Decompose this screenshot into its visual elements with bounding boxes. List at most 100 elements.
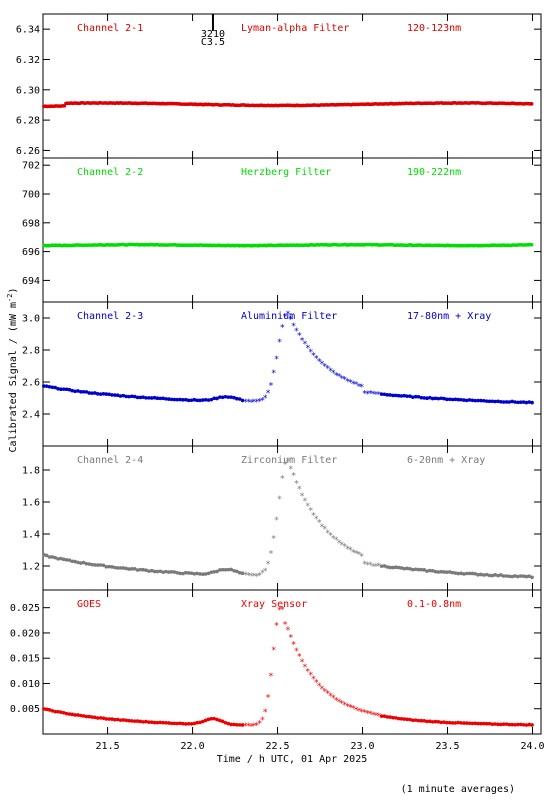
data-point (462, 721, 466, 725)
y-tick-label: 6.26 (16, 146, 40, 157)
data-point (513, 723, 517, 727)
data-point (44, 707, 49, 712)
data-point: * (319, 523, 324, 533)
data-point (183, 570, 188, 575)
data-point (493, 573, 497, 577)
data-point (473, 571, 478, 576)
data-point (416, 567, 421, 572)
y-tick-label: 6.28 (16, 116, 40, 127)
data-point: * (356, 382, 361, 392)
data-point (169, 569, 174, 574)
data-point (464, 571, 469, 576)
data-point: * (373, 563, 378, 573)
data-point (42, 384, 46, 388)
data-point (110, 717, 114, 721)
data-point (93, 715, 97, 720)
data-point (113, 393, 117, 397)
data-point: * (305, 344, 310, 354)
data-point (493, 722, 497, 726)
data-point (521, 574, 526, 578)
data-point (59, 387, 63, 391)
data-point (149, 396, 154, 400)
data-point: * (260, 396, 265, 406)
data-point (130, 394, 134, 399)
data-point (90, 562, 94, 567)
data-point (47, 555, 52, 559)
data-point: * (370, 711, 375, 721)
data-point (428, 395, 432, 400)
panel-channel-label: GOES (77, 599, 101, 610)
data-point (411, 395, 415, 399)
data-point: * (285, 457, 290, 467)
data-point (101, 563, 106, 568)
data-point: * (314, 515, 319, 525)
data-point (399, 394, 404, 398)
data-point (178, 397, 182, 402)
data-point: * (368, 390, 373, 400)
data-point (516, 400, 520, 405)
data-point (510, 574, 514, 579)
data-point (166, 721, 171, 725)
data-point: * (351, 549, 356, 559)
data-point (507, 722, 512, 727)
data-point (419, 567, 424, 572)
data-point (450, 721, 455, 725)
data-point (169, 721, 174, 726)
data-point (513, 574, 517, 578)
data-point: * (280, 606, 285, 616)
data-point (42, 552, 46, 557)
data-point: * (311, 352, 316, 362)
data-point (124, 566, 128, 571)
data-point: * (333, 696, 338, 706)
data-point (479, 398, 483, 403)
data-point: * (348, 546, 353, 556)
data-point (445, 570, 449, 574)
data-point (456, 720, 461, 725)
data-point (98, 563, 103, 567)
data-point (218, 395, 222, 399)
data-point: * (322, 525, 327, 535)
data-point (394, 565, 398, 570)
data-point (175, 397, 180, 402)
data-point (155, 720, 160, 725)
data-point (164, 397, 168, 401)
data-point: * (345, 377, 350, 387)
data-point: * (356, 551, 361, 561)
data-point (181, 571, 185, 576)
data-point: * (263, 708, 268, 718)
data-point (530, 400, 534, 405)
data-point (527, 574, 532, 579)
y-tick-label: 1.8 (22, 466, 40, 477)
data-point (470, 571, 475, 576)
data-point: * (243, 571, 248, 581)
y-tick-label: 698 (22, 218, 40, 229)
x-tick-label: 23.5 (435, 741, 459, 752)
data-point (172, 570, 177, 574)
data-point: * (308, 348, 313, 358)
panel-band-label: 0.1-0.8nm (407, 599, 461, 610)
data-point: * (339, 541, 344, 551)
data-point: * (302, 497, 307, 507)
data-point (121, 393, 126, 398)
data-point (416, 718, 421, 723)
x-axis-title: Time / h UTC, 01 Apr 2025 (217, 754, 368, 765)
data-point (408, 394, 412, 398)
data-point (53, 385, 58, 390)
data-point (101, 716, 106, 721)
data-point: * (333, 371, 338, 381)
data-point: * (345, 545, 350, 555)
data-point: * (299, 492, 304, 502)
data-point (104, 717, 109, 721)
data-point (141, 567, 145, 572)
data-point (408, 566, 412, 571)
data-point: * (251, 398, 256, 408)
data-point (501, 574, 506, 578)
data-point (78, 389, 83, 394)
data-point (501, 400, 506, 404)
data-point (93, 563, 97, 567)
data-point: * (288, 465, 293, 475)
data-point (121, 718, 126, 722)
data-point (235, 569, 239, 574)
data-point (87, 714, 92, 719)
data-point: * (373, 712, 378, 722)
